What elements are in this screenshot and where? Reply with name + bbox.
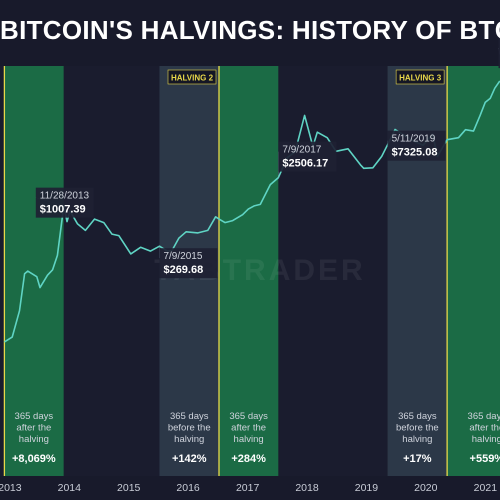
period-note-text: 365 days	[468, 411, 500, 422]
halving-label-box	[395, 69, 445, 85]
callout-price: $1007.39	[40, 204, 86, 216]
period-note-text: 365 days	[398, 411, 437, 422]
period-note-text: halving	[174, 434, 204, 445]
period-change: +142%	[172, 453, 207, 465]
period-note-text: before the	[168, 423, 211, 434]
period-change: +8,069%	[12, 453, 56, 465]
callout-price: $269.68	[163, 264, 203, 276]
x-tick-label: 2019	[355, 482, 379, 494]
period-change: +284%	[231, 453, 266, 465]
callout-date: 7/9/2017	[282, 145, 321, 156]
period-note-text: after the	[16, 423, 51, 434]
callout-date: 7/9/2015	[163, 251, 202, 262]
callout-box	[387, 130, 446, 161]
callout-price: $7325.08	[392, 147, 438, 159]
period-band-dark	[0, 66, 5, 476]
x-tick-label: 2018	[295, 482, 319, 494]
x-tick-label: 2016	[176, 482, 200, 494]
callout-box	[498, 38, 500, 69]
period-note-text: halving	[472, 434, 500, 445]
period-note-text: halving	[19, 434, 49, 445]
x-tick-label: 2014	[58, 482, 82, 494]
period-note-text: after the	[231, 423, 266, 434]
period-band-green	[219, 66, 279, 476]
period-note-text: 365 days	[229, 411, 268, 422]
period-note-text: after the	[469, 423, 500, 434]
period-note-text: before the	[396, 423, 439, 434]
callout-date: 5/11/2019	[392, 134, 436, 145]
callout-price: $2506.17	[282, 158, 328, 170]
period-note-text: 365 days	[170, 411, 209, 422]
period-band-dark	[63, 66, 160, 476]
x-tick-label: 2013	[0, 482, 22, 494]
period-note-text: halving	[402, 434, 432, 445]
callout-date: 11/28/2013	[40, 191, 90, 202]
period-band-dark	[278, 66, 388, 476]
halving-label-box	[167, 69, 217, 85]
period-band-green	[447, 66, 500, 476]
x-tick-label: 2017	[236, 482, 260, 494]
halving-label: HALVING 3	[399, 74, 442, 83]
period-note-text: 365 days	[15, 411, 54, 422]
halving-label: HALVING 2	[171, 74, 214, 83]
callout-box	[159, 248, 218, 279]
period-change: +17%	[403, 453, 432, 465]
x-tick-label: 2015	[117, 482, 141, 494]
period-band-green	[4, 66, 64, 476]
period-change: +559%	[470, 453, 500, 465]
x-tick-label: 2021	[474, 482, 498, 494]
x-tick-label: 2020	[414, 482, 438, 494]
callout-box	[278, 141, 337, 172]
page-title: BITCOIN'S HALVINGS: HISTORY OF BTC PRICE	[0, 15, 500, 45]
callout-box	[35, 187, 94, 218]
period-note-text: halving	[234, 434, 264, 445]
